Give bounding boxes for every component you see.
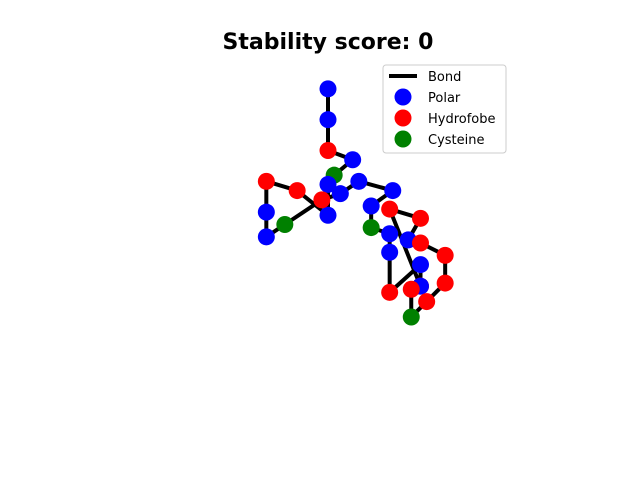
legend-hydrofobe-swatch bbox=[394, 109, 412, 127]
residue-markers bbox=[257, 80, 454, 326]
hydrofobe-residue-point bbox=[288, 182, 306, 200]
polar-residue-point bbox=[319, 80, 337, 98]
hydrofobe-residue-point bbox=[319, 142, 337, 159]
legend-frame bbox=[382, 64, 507, 154]
polar-residue-point bbox=[331, 185, 349, 203]
hydrofobe-residue-point bbox=[381, 283, 399, 301]
polar-residue-point bbox=[381, 243, 399, 261]
cysteine-residue-point bbox=[276, 216, 294, 233]
legend-label: Hydrofobe bbox=[428, 112, 496, 127]
hydrofobe-residue-point bbox=[402, 280, 420, 298]
polar-residue-point bbox=[381, 225, 399, 243]
hydrofobe-residue-point bbox=[412, 209, 429, 227]
polar-residue-point bbox=[350, 172, 368, 190]
legend-label: Polar bbox=[428, 91, 461, 106]
polar-residue-point bbox=[257, 203, 275, 221]
hydrofobe-residue-point bbox=[418, 293, 436, 311]
legend-polar-swatch bbox=[394, 88, 412, 106]
polar-residue-point bbox=[412, 256, 429, 274]
cysteine-residue-point bbox=[402, 308, 420, 326]
polar-residue-point bbox=[344, 151, 362, 169]
polar-residue-point bbox=[319, 175, 337, 193]
polar-residue-point bbox=[319, 111, 337, 129]
polar-residue-point bbox=[257, 228, 275, 246]
hydrofobe-residue-point bbox=[381, 200, 399, 218]
cysteine-residue-point bbox=[362, 219, 380, 237]
legend: Bond Polar Hydrofobe Cysteine bbox=[382, 64, 507, 154]
polar-residue-point bbox=[319, 206, 337, 224]
hydrofobe-residue-point bbox=[313, 191, 331, 209]
hydrofobe-residue-point bbox=[436, 274, 454, 292]
legend-cysteine-swatch bbox=[394, 130, 412, 148]
hydrofobe-residue-point bbox=[436, 246, 454, 264]
hydrofobe-residue-point bbox=[257, 172, 275, 190]
polar-residue-point bbox=[384, 182, 402, 200]
chart-title: Stability score: 0 bbox=[223, 30, 434, 55]
legend-label: Bond bbox=[428, 70, 461, 85]
hydrofobe-residue-point bbox=[412, 234, 429, 252]
polar-residue-point bbox=[362, 197, 380, 215]
legend-label: Cysteine bbox=[428, 133, 485, 148]
